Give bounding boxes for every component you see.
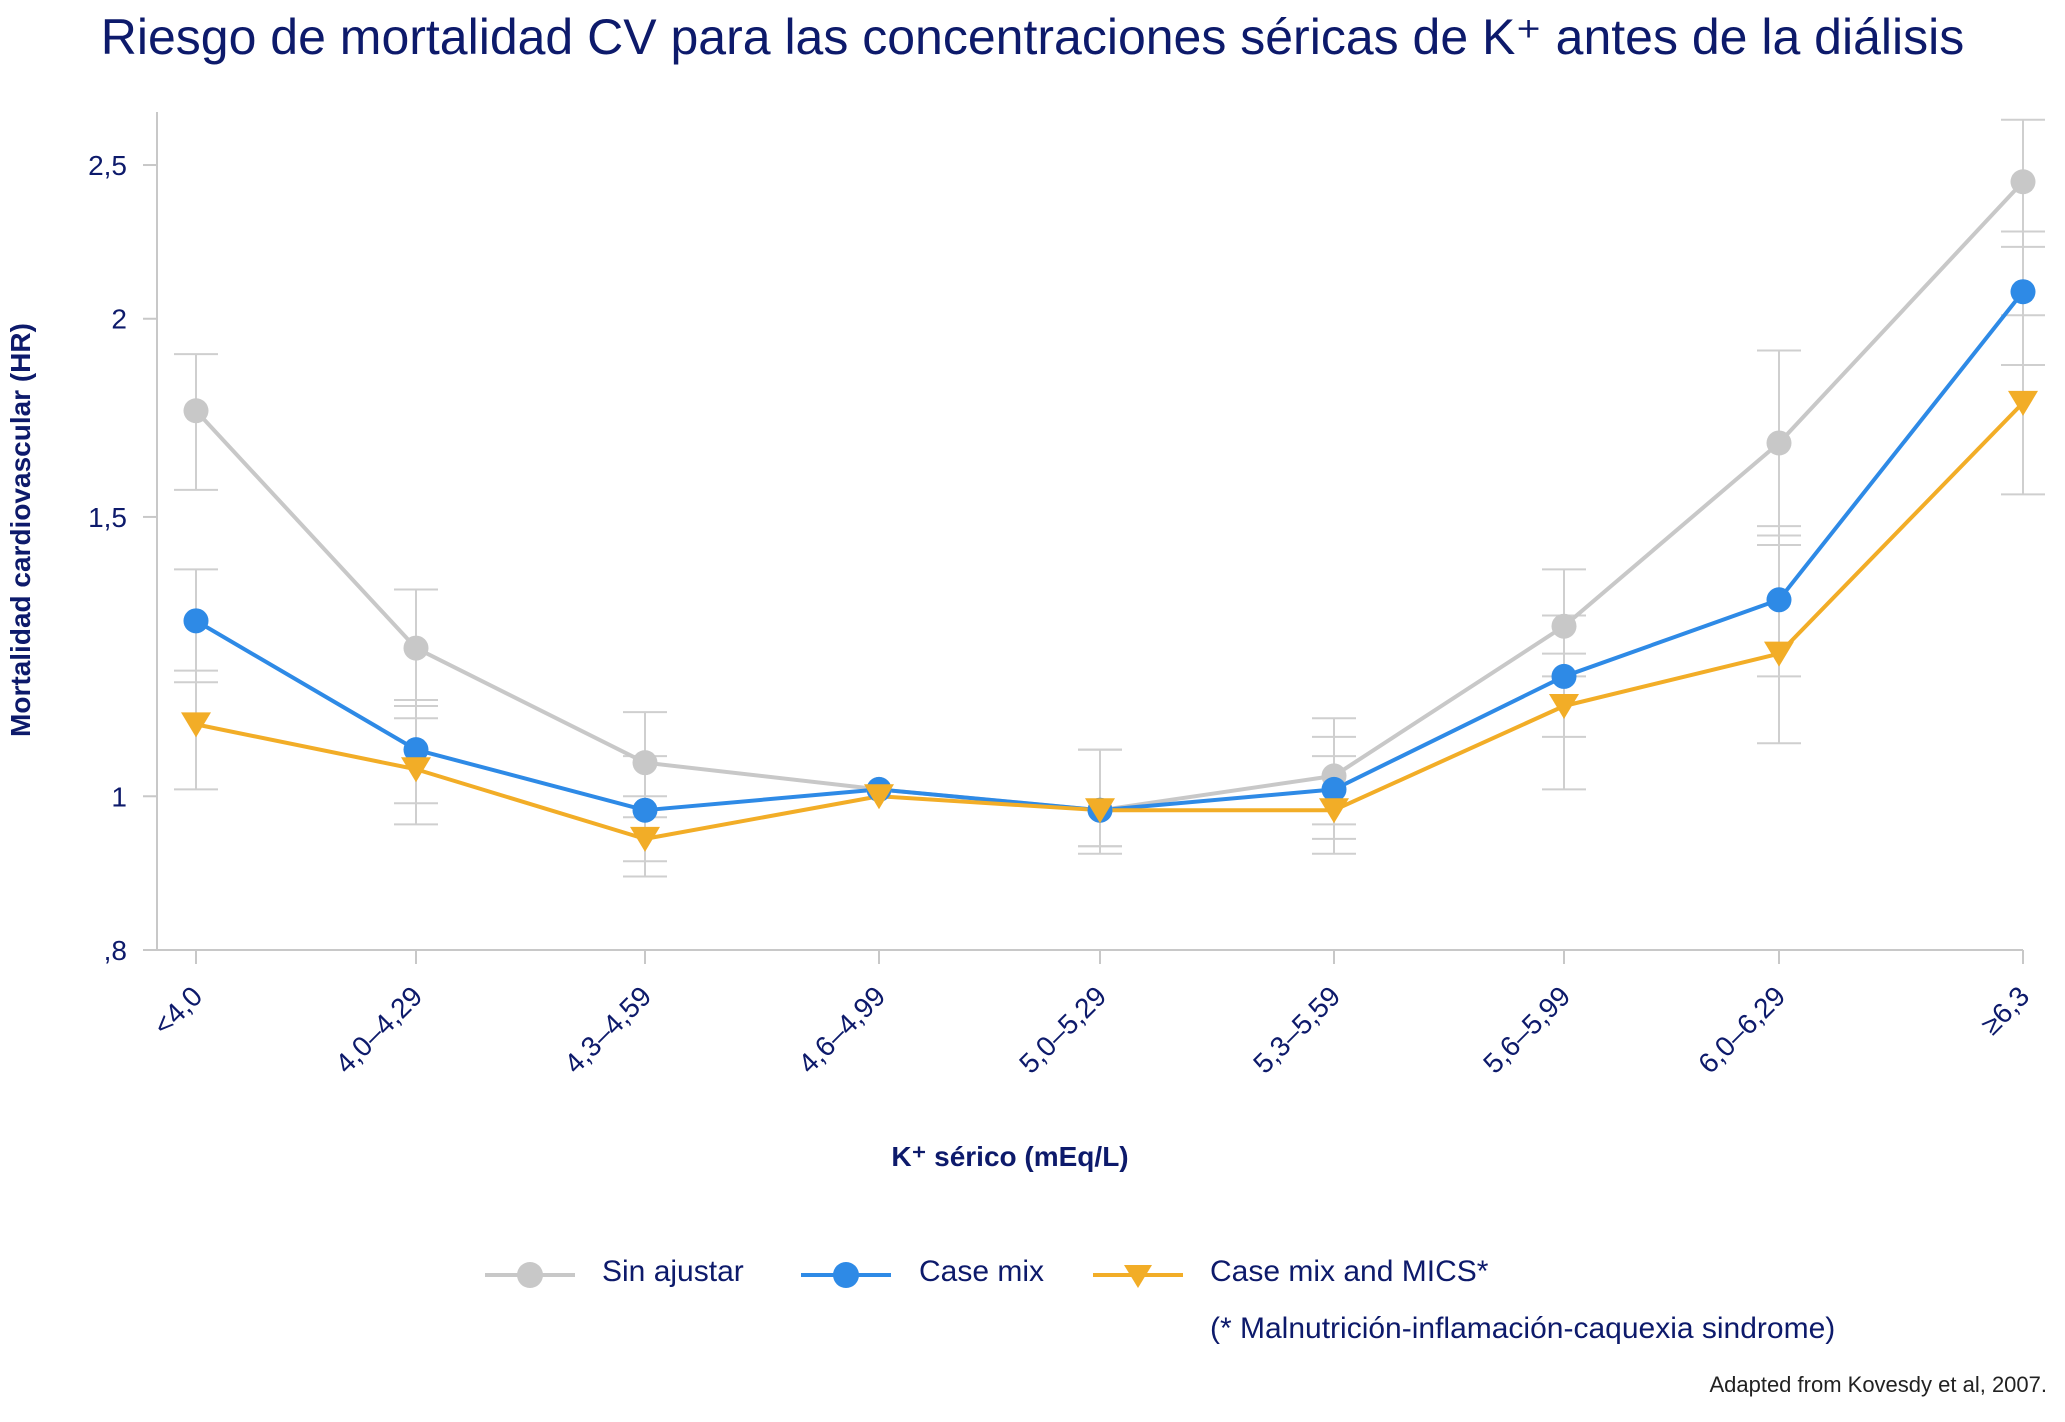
y-tick-label: 2 bbox=[111, 304, 127, 335]
series-line-0 bbox=[194, 180, 2025, 813]
x-axis-title: K⁺ sérico (mEq/L) bbox=[891, 1141, 1128, 1172]
x-tick-label: ≥6,3 bbox=[1975, 980, 2035, 1040]
source-citation: Adapted from Kovesdy et al, 2007. bbox=[1709, 1372, 2047, 1397]
x-tick-label: 5,0–5,29 bbox=[1013, 980, 1112, 1079]
legend-swatch-sin-ajustar bbox=[485, 1262, 575, 1288]
legend-swatch-case-mix-mics bbox=[1093, 1265, 1183, 1288]
chart-title: Riesgo de mortalidad CV para las concent… bbox=[100, 9, 1965, 65]
data-point-1 bbox=[403, 737, 429, 763]
y-tick-label: ,8 bbox=[104, 935, 127, 966]
x-tick-label: 4,3–4,59 bbox=[558, 980, 657, 1079]
x-tick-label: 4,0–4,29 bbox=[329, 980, 428, 1079]
data-point-1 bbox=[1551, 663, 1577, 689]
data-point-2 bbox=[181, 712, 211, 738]
data-point-0 bbox=[632, 750, 658, 776]
data-point-2 bbox=[1085, 798, 1115, 824]
data-point-0 bbox=[403, 635, 429, 661]
y-ticks: ,8 1 1,5 2 2,5 bbox=[88, 150, 157, 966]
data-point-0 bbox=[1766, 430, 1792, 456]
data-point-2 bbox=[864, 784, 894, 810]
x-tick-label: 6,0–6,29 bbox=[1692, 980, 1791, 1079]
legend-label-sin-ajustar: Sin ajustar bbox=[602, 1255, 744, 1288]
series-line-1 bbox=[194, 290, 2025, 813]
data-point-2 bbox=[401, 757, 431, 783]
legend-label-case-mix: Case mix bbox=[919, 1255, 1045, 1288]
data-point-2 bbox=[2008, 390, 2038, 416]
data-point-1 bbox=[2010, 279, 2036, 305]
data-point-2 bbox=[1549, 694, 1579, 720]
error-bars bbox=[174, 118, 2045, 878]
y-axis-title: Mortalidad cardiovascular (HR) bbox=[5, 323, 36, 737]
y-tick-label: 2,5 bbox=[88, 150, 127, 181]
data-point-1 bbox=[632, 797, 658, 823]
data-point-2 bbox=[1319, 798, 1349, 824]
data-point-2 bbox=[630, 826, 660, 852]
data-point-1 bbox=[1766, 587, 1792, 613]
data-point-2 bbox=[1764, 641, 1794, 667]
series-markers bbox=[181, 169, 2038, 852]
data-point-1 bbox=[183, 608, 209, 634]
data-point-0 bbox=[2010, 169, 2036, 195]
legend-label-case-mix-mics: Case mix and MICS* bbox=[1210, 1255, 1489, 1288]
y-tick-label: 1 bbox=[111, 781, 127, 812]
x-tick-label: 5,6–5,99 bbox=[1477, 980, 1576, 1079]
x-ticks: <4,0 4,0–4,29 4,3–4,59 4,6–4,99 5,0–5,29 5,3–… bbox=[147, 950, 2035, 1079]
data-point-0 bbox=[183, 398, 209, 424]
x-tick-label: 4,6–4,99 bbox=[792, 980, 891, 1079]
x-tick-label: <4,0 bbox=[147, 980, 208, 1041]
axes bbox=[156, 112, 2023, 951]
data-point-1 bbox=[1321, 776, 1347, 802]
legend-swatch-case-mix bbox=[801, 1262, 891, 1288]
series-lines bbox=[194, 180, 2025, 841]
data-point-0 bbox=[1551, 613, 1577, 639]
y-tick-label: 1,5 bbox=[88, 502, 127, 533]
x-tick-label: 5,3–5,59 bbox=[1247, 980, 1346, 1079]
legend-footnote: (* Malnutrición-inflamación-caquexia sin… bbox=[1210, 1312, 1836, 1345]
